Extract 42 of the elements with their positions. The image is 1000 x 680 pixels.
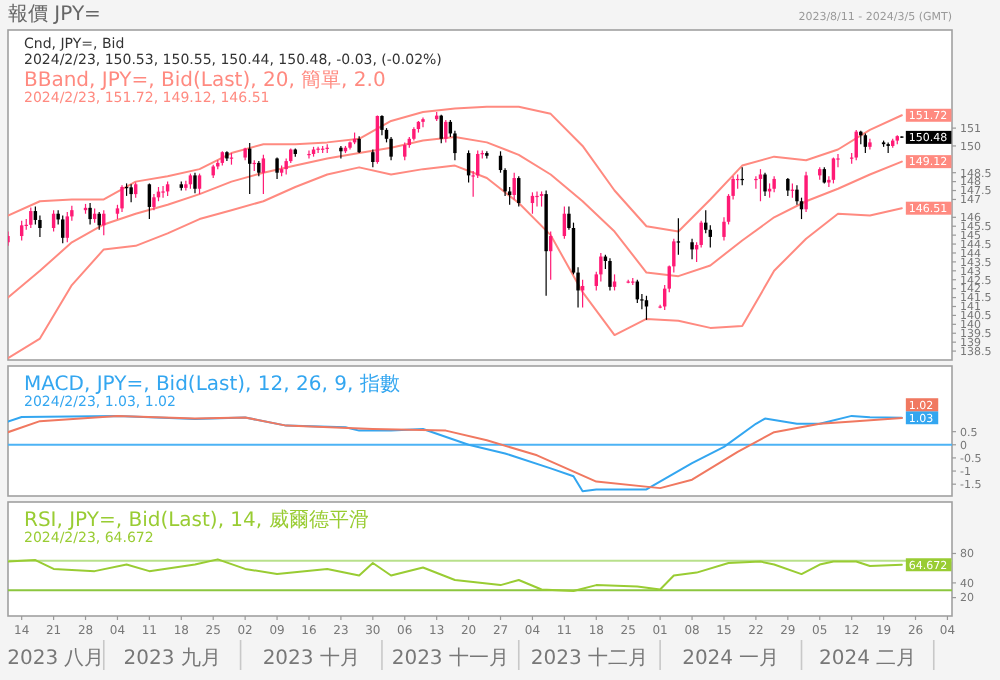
text: 2023 八月: [7, 648, 105, 670]
text: 2023 十月: [262, 646, 360, 670]
candlestick: [161, 185, 165, 199]
candlestick: [129, 183, 133, 203]
candlestick: [316, 146, 320, 154]
candlestick: [339, 145, 343, 160]
candlestick: [61, 214, 65, 244]
candlestick: [193, 172, 197, 194]
annotation: BBand, JPY=, Bid(Last), 20, 簡單, 2.0: [24, 68, 386, 92]
candlestick: [804, 171, 808, 213]
candlestick: [758, 168, 763, 202]
candlestick: [863, 132, 868, 154]
candlestick: [120, 184, 124, 213]
candlestick: [65, 211, 69, 243]
candlestick: [608, 257, 612, 292]
candlestick: [184, 180, 188, 192]
annotation: MACD, JPY=, Bid(Last), 12, 26, 9, 指數: [24, 372, 400, 396]
candlestick: [599, 252, 603, 283]
candlestick: [763, 172, 767, 197]
candlestick: [197, 172, 202, 195]
chart-title: 報價 JPY=: [8, 2, 101, 26]
text: 2023 十一月: [391, 646, 509, 670]
text: 2023 十二月: [530, 646, 649, 670]
candlestick: [147, 182, 152, 220]
candlestick: [535, 190, 539, 208]
text: 2024 一月: [682, 648, 780, 670]
annotation: RSI, JPY=, Bid(Last), 14, 威爾德平滑: [24, 508, 369, 532]
candlestick: [444, 119, 448, 143]
candlestick: [676, 217, 681, 256]
candlestick: [831, 156, 836, 185]
candlestick: [261, 154, 266, 195]
candlestick: [868, 138, 872, 151]
candlestick: [38, 214, 42, 238]
candlestick: [88, 202, 92, 226]
text: 2024 二月: [818, 648, 917, 670]
candlestick: [29, 206, 33, 229]
candlestick: [389, 136, 393, 161]
candlestick: [512, 172, 516, 201]
text: 2023 九月: [123, 646, 221, 670]
candlestick: [690, 238, 694, 260]
candlestick: [380, 114, 384, 136]
candlestick: [421, 116, 425, 128]
